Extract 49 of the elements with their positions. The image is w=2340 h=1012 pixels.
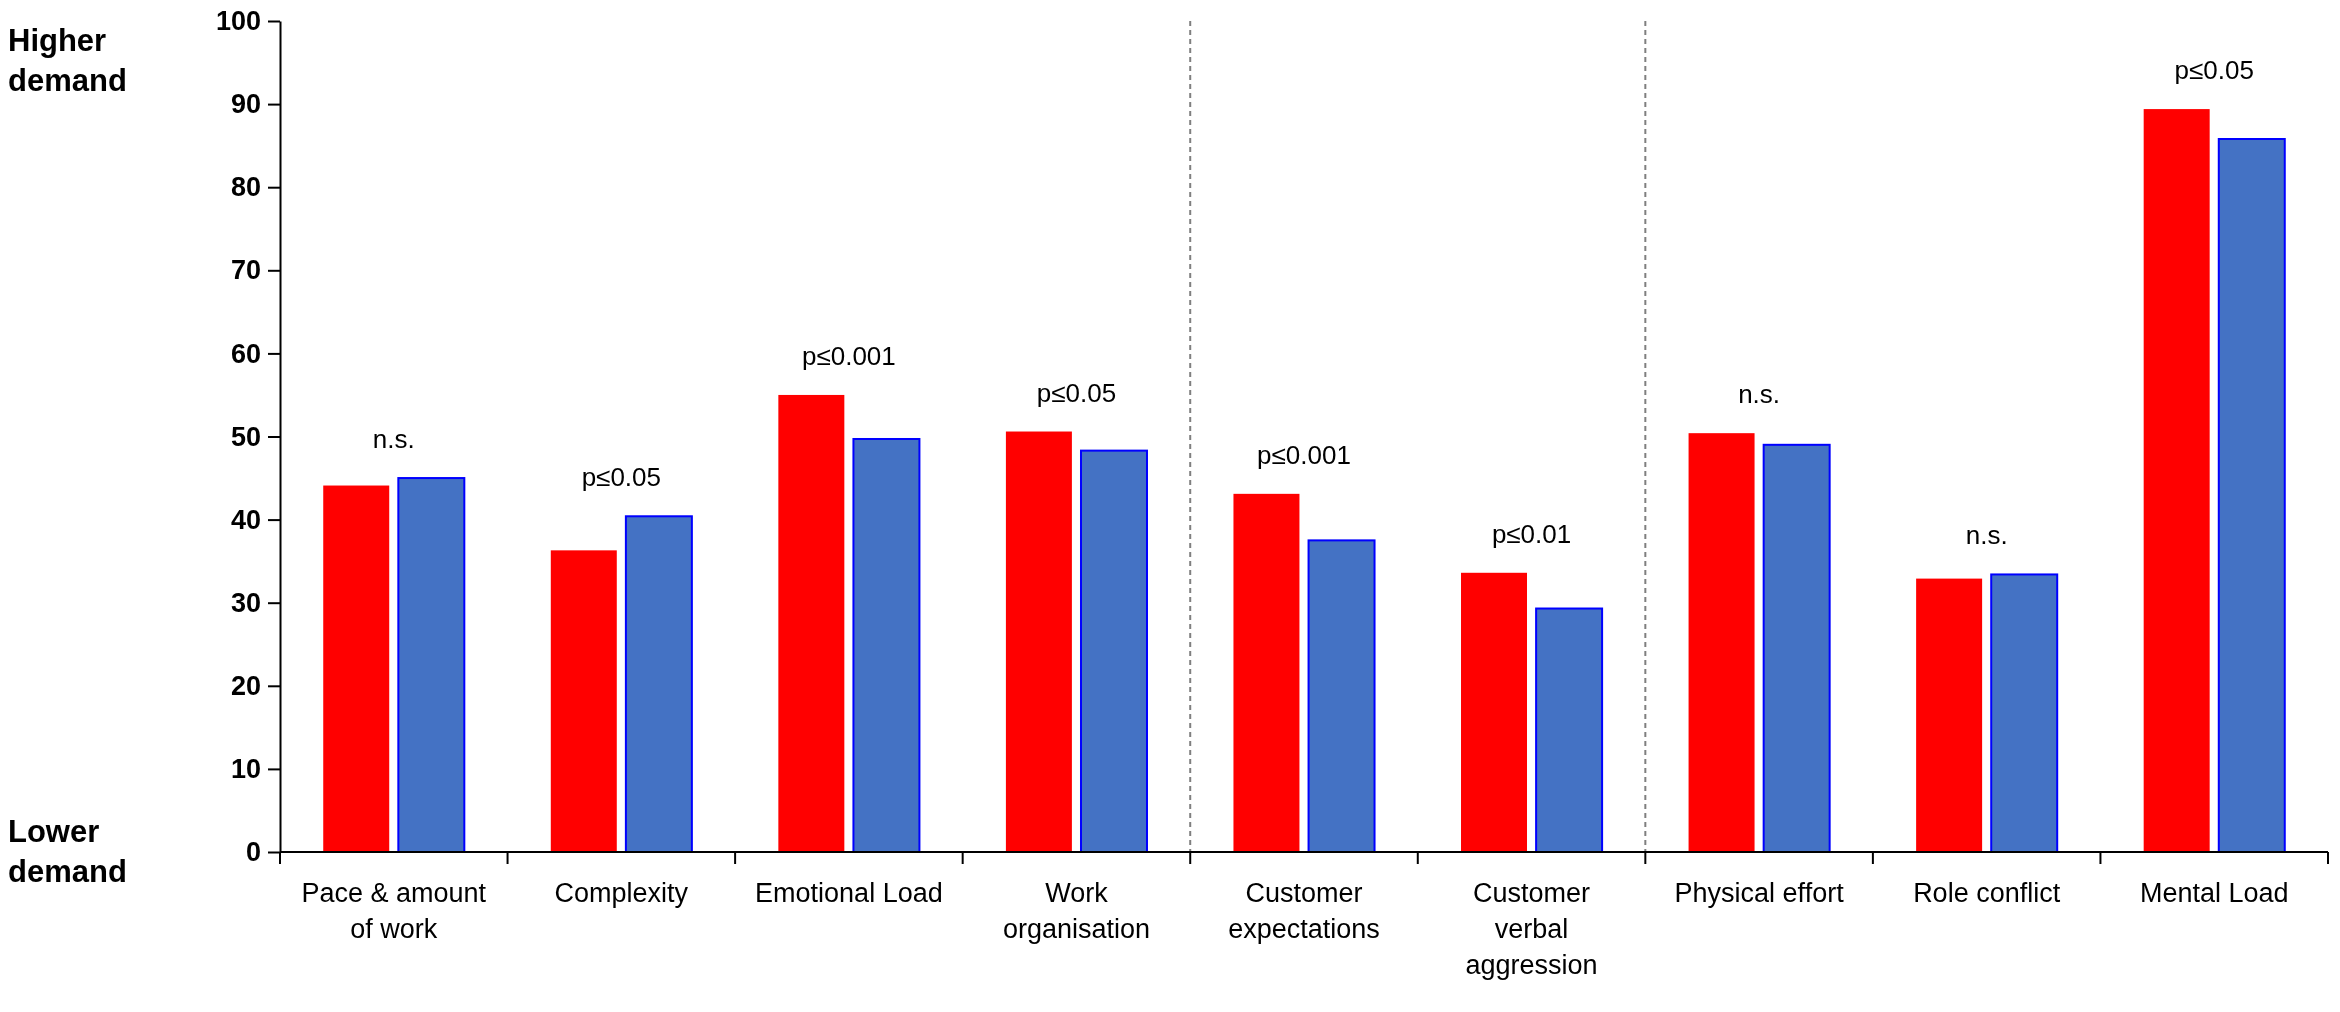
bar [1080, 449, 1148, 853]
bar [1990, 573, 2059, 853]
bar [778, 394, 845, 852]
bar [397, 477, 466, 853]
y-tick-label: 10 [230, 754, 261, 785]
annotation: n.s. [1738, 379, 1781, 410]
y-tick-label: 30 [230, 587, 261, 618]
annotation: p≤0.001 [801, 340, 896, 371]
bar [852, 437, 921, 853]
bar [2143, 109, 2210, 852]
annotation: n.s. [372, 424, 415, 455]
x-tick-label: Role conflict [1913, 878, 2061, 908]
x-tick-label: Physical effort [1674, 878, 1845, 908]
bar [1535, 607, 1604, 853]
annotation: p≤0.05 [581, 462, 662, 493]
text: Higher demand [8, 23, 127, 98]
x-tick-label: Complexity [554, 878, 689, 908]
y-tick-label: 50 [230, 421, 261, 452]
x-tick-label: Work organisation [1002, 878, 1150, 944]
y-tick-label: 70 [230, 255, 261, 286]
bar [624, 515, 693, 853]
bar [2217, 138, 2286, 853]
y-tick-label: 80 [230, 172, 261, 203]
bar [1762, 443, 1831, 853]
bar [1005, 431, 1072, 852]
x-tick-label: Emotional Load [755, 878, 943, 908]
annotation: p≤0.01 [1491, 518, 1572, 549]
bar [550, 550, 617, 852]
bar [1307, 539, 1376, 853]
bar [1688, 433, 1755, 852]
y-tick-label: 20 [230, 670, 261, 701]
y-tick-label: 100 [215, 6, 261, 37]
annotation: p≤0.05 [2174, 55, 2254, 86]
x-tick-label: Customer verbal aggression [1465, 878, 1598, 980]
bar [1233, 493, 1300, 852]
annotation: p≤0.05 [1036, 377, 1117, 408]
y-tick-label: 90 [230, 89, 261, 120]
y-tick-label: 60 [230, 338, 261, 369]
x-tick-label: Customer expectations [1228, 878, 1380, 944]
x-tick-label: Mental Load [2139, 878, 2289, 908]
annotation: n.s. [1965, 520, 2008, 551]
annotation: p≤0.001 [1257, 439, 1351, 470]
bar [323, 485, 390, 852]
y-tick-label: 40 [230, 504, 261, 535]
bar [1916, 578, 1983, 852]
y-tick-label: 0 [245, 837, 261, 868]
bar [1461, 572, 1527, 852]
x-tick-label: Pace & amount of work [301, 878, 487, 944]
text: Lower demand [8, 814, 127, 889]
